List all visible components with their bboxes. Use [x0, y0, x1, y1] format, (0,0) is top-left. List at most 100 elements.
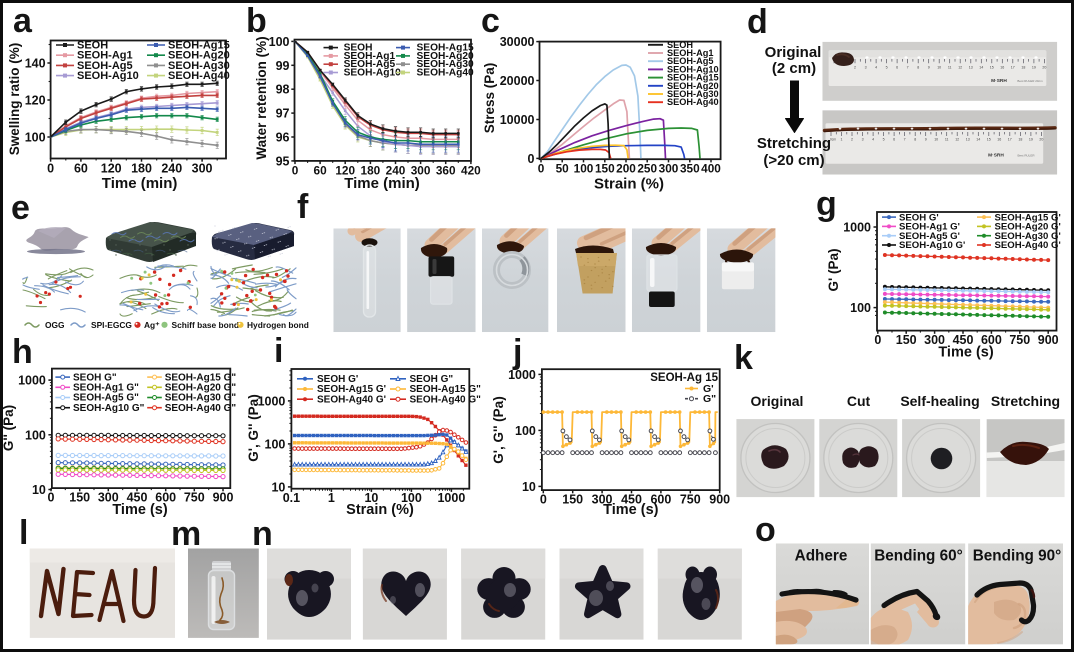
svg-text:14: 14: [979, 66, 983, 70]
svg-text:SEOH-Ag10: SEOH-Ag10: [77, 70, 139, 82]
svg-text:Time (s): Time (s): [938, 345, 994, 361]
svg-text:(>20 cm): (>20 cm): [763, 152, 824, 169]
svg-text:OGG: OGG: [45, 320, 65, 330]
svg-text:50: 50: [556, 162, 570, 176]
svg-text:2: 2: [851, 138, 853, 142]
svg-text:18: 18: [1021, 66, 1025, 70]
svg-text:600: 600: [981, 333, 1002, 347]
svg-text:350: 350: [680, 162, 700, 176]
svg-text:4: 4: [875, 66, 877, 70]
svg-text:9: 9: [925, 138, 927, 142]
svg-text:Stress (Pa): Stress (Pa): [482, 63, 497, 134]
svg-text:11: 11: [948, 66, 952, 70]
svg-text:1000: 1000: [508, 368, 536, 382]
svg-text:Bending 90°: Bending 90°: [973, 548, 1062, 565]
svg-text:SEOH-Ag15: SEOH-Ag15: [168, 39, 230, 51]
svg-text:60: 60: [314, 163, 328, 177]
svg-text:m: m: [171, 515, 201, 553]
svg-text:Time (s): Time (s): [603, 502, 659, 518]
svg-text:Adhere: Adhere: [795, 548, 848, 565]
svg-text:13: 13: [966, 138, 970, 142]
svg-text:G": G": [703, 393, 716, 405]
svg-text:750: 750: [184, 491, 205, 505]
svg-text:11: 11: [945, 138, 949, 142]
svg-text:450: 450: [127, 491, 148, 505]
svg-text:Bending 60°: Bending 60°: [874, 548, 963, 565]
svg-text:10: 10: [934, 138, 938, 142]
svg-text:h: h: [12, 333, 33, 371]
svg-text:18: 18: [1018, 138, 1022, 142]
svg-text:12: 12: [958, 66, 962, 70]
svg-text:Stretching: Stretching: [757, 135, 831, 152]
svg-text:SEOH-Ag20: SEOH-Ag20: [667, 81, 719, 91]
svg-text:15: 15: [990, 66, 994, 70]
svg-text:0: 0: [540, 493, 547, 507]
svg-text:SEOH G": SEOH G": [410, 374, 454, 385]
svg-text:0cm: 0cm: [830, 138, 836, 142]
svg-text:9: 9: [928, 66, 930, 70]
svg-text:19: 19: [1032, 66, 1036, 70]
svg-text:SEOH-Ag10 G': SEOH-Ag10 G': [899, 240, 965, 251]
svg-text:20: 20: [1039, 138, 1043, 142]
svg-text:(2 cm): (2 cm): [772, 60, 816, 77]
svg-text:17: 17: [1011, 66, 1015, 70]
svg-text:60: 60: [74, 162, 88, 176]
svg-text:96: 96: [276, 131, 290, 145]
svg-text:250: 250: [637, 162, 657, 176]
svg-text:95: 95: [276, 154, 290, 168]
svg-text:G'' (Pa): G'' (Pa): [1, 405, 16, 451]
svg-text:SEOH-Ag1: SEOH-Ag1: [667, 48, 713, 58]
svg-text:b: b: [246, 2, 267, 40]
svg-text:0: 0: [292, 163, 299, 177]
svg-text:SEOH-Ag5: SEOH-Ag5: [77, 60, 133, 72]
svg-text:1000: 1000: [843, 221, 871, 235]
svg-text:SEOH-Ag15: SEOH-Ag15: [667, 73, 719, 83]
svg-text:Ag⁺: Ag⁺: [144, 320, 160, 330]
svg-text:150: 150: [896, 333, 917, 347]
svg-text:SEOH G': SEOH G': [899, 212, 939, 223]
svg-text:SEOH-Ag1 G': SEOH-Ag1 G': [899, 222, 960, 233]
svg-text:1000: 1000: [18, 374, 46, 388]
svg-text:G' (Pa): G' (Pa): [826, 249, 841, 292]
svg-text:Cut: Cut: [847, 393, 871, 409]
svg-text:SEOH-Ag15 G': SEOH-Ag15 G': [995, 212, 1061, 223]
svg-text:2: 2: [854, 66, 856, 70]
svg-text:SEOH-Ag30: SEOH-Ag30: [168, 60, 230, 72]
svg-text:Strain (%): Strain (%): [346, 502, 414, 518]
svg-text:Best RULER 20cm: Best RULER 20cm: [1017, 79, 1043, 83]
svg-text:SEOH-Ag40 G": SEOH-Ag40 G": [165, 403, 237, 414]
svg-text:6: 6: [896, 66, 898, 70]
svg-text:Water retention (%): Water retention (%): [254, 36, 269, 159]
svg-text:1000: 1000: [258, 394, 286, 408]
svg-text:M·SRH: M·SRH: [988, 153, 1004, 159]
svg-text:SEOH-Ag10: SEOH-Ag10: [667, 64, 719, 74]
svg-text:SEOH-Ag15 G': SEOH-Ag15 G': [317, 384, 386, 395]
svg-text:10: 10: [271, 480, 285, 494]
svg-text:1: 1: [328, 491, 335, 505]
svg-text:100: 100: [515, 424, 536, 438]
svg-text:1: 1: [841, 138, 843, 142]
svg-text:SEOH-Ag10: SEOH-Ag10: [344, 68, 402, 79]
svg-text:SEOH-Ag40 G": SEOH-Ag40 G": [410, 394, 482, 405]
svg-text:150: 150: [595, 162, 615, 176]
svg-text:Schiff base bond: Schiff base bond: [172, 320, 239, 330]
svg-text:SEOH-Ag20 G': SEOH-Ag20 G': [995, 222, 1061, 233]
svg-text:g: g: [816, 185, 837, 223]
svg-text:SEOH G": SEOH G": [73, 372, 117, 383]
svg-text:SEOH-Ag40: SEOH-Ag40: [417, 68, 475, 79]
svg-text:6: 6: [893, 138, 895, 142]
svg-text:SEOH-Ag5: SEOH-Ag5: [344, 59, 396, 70]
svg-text:200: 200: [616, 162, 636, 176]
svg-text:360: 360: [436, 163, 456, 177]
svg-text:SEOH-Ag40 G': SEOH-Ag40 G': [995, 240, 1061, 251]
svg-text:300: 300: [411, 163, 431, 177]
svg-text:600: 600: [650, 493, 671, 507]
svg-text:13: 13: [969, 66, 973, 70]
svg-text:100: 100: [25, 428, 46, 442]
svg-text:97: 97: [276, 107, 290, 121]
svg-text:f: f: [297, 188, 309, 226]
svg-text:SEOH-Ag20: SEOH-Ag20: [417, 51, 475, 62]
svg-text:SEOH-Ag1: SEOH-Ag1: [344, 51, 396, 62]
svg-text:16: 16: [997, 138, 1001, 142]
svg-text:3: 3: [862, 138, 864, 142]
